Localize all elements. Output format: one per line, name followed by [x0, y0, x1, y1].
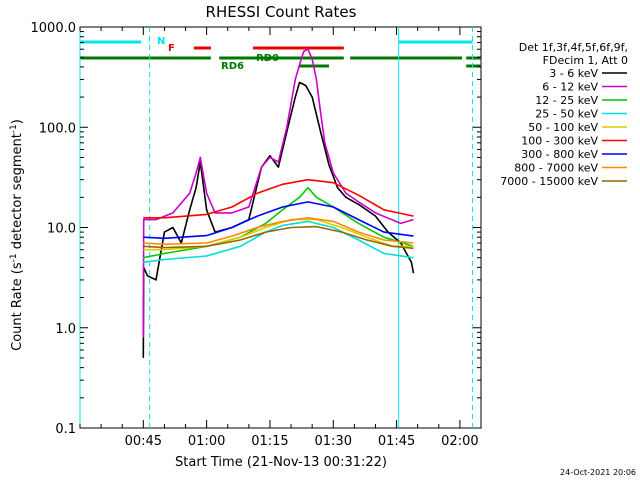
- footer-date: 24-Oct-2021 20:06: [560, 468, 636, 477]
- y-tick-label: 10.0: [47, 222, 76, 237]
- chart-title: RHESSI Count Rates: [206, 3, 357, 21]
- legend-label: 6 - 12 keV: [542, 81, 598, 94]
- y-tick-label: 1000.0: [31, 21, 77, 36]
- legend-label: 50 - 100 keV: [528, 121, 598, 134]
- legend-label: 100 - 300 keV: [521, 135, 598, 148]
- series-line: [143, 220, 414, 264]
- x-tick-label: 01:45: [378, 434, 415, 449]
- axes: 0.1 1.0 10.0 100.0 1000.0 00:45 01:00 01:15 01:3…: [31, 21, 482, 449]
- f-state-label: F: [168, 43, 175, 54]
- series-line: [143, 201, 414, 240]
- legend-header-line-2: FDecim 1, Att 0: [543, 54, 628, 67]
- rd0-state-label: RD0: [256, 53, 279, 64]
- rd6-state-label: RD6: [221, 61, 244, 72]
- plot-border: [79, 26, 482, 429]
- legend-label: 25 - 50 keV: [535, 108, 598, 121]
- x-tick-label: 01:00: [188, 434, 225, 449]
- y-tick-label: 1.0: [55, 322, 76, 337]
- legend-label: 12 - 25 keV: [535, 94, 598, 107]
- x-tick-label: 02:00: [441, 434, 478, 449]
- legend-label: 3 - 6 keV: [549, 67, 598, 80]
- series-line: [143, 217, 414, 246]
- instrument-state-annotations: NF RD0 RD6: [79, 27, 481, 428]
- legend-label: 300 - 800 keV: [521, 148, 598, 161]
- x-tick-label: 00:45: [125, 434, 162, 449]
- x-tick-label: 01:30: [315, 434, 352, 449]
- series-line: [143, 225, 414, 250]
- legend: Det 1f,3f,4f,5f,6f,9f, FDecim 1, Att 0 3…: [500, 41, 628, 188]
- x-tick-label: 01:15: [251, 434, 288, 449]
- y-tick-label: 0.1: [55, 422, 76, 437]
- legend-label: 800 - 7000 keV: [514, 162, 598, 175]
- x-axis-label: Start Time (21-Nov-13 00:31:22): [175, 455, 387, 470]
- series-line: [142, 81, 415, 358]
- series-line: [143, 178, 414, 219]
- legend-label: 7000 - 15000 keV: [500, 175, 598, 188]
- y-axis-label: Count Rate (s-1 detector segment-1): [9, 119, 25, 351]
- series-line: [142, 48, 414, 338]
- legend-header-line-1: Det 1f,3f,4f,5f,6f,9f,: [519, 41, 628, 54]
- plot-frame: [79, 26, 482, 429]
- y-tick-label: 100.0: [39, 121, 76, 136]
- n-state-label: N: [157, 36, 165, 47]
- series-lines: [142, 48, 415, 358]
